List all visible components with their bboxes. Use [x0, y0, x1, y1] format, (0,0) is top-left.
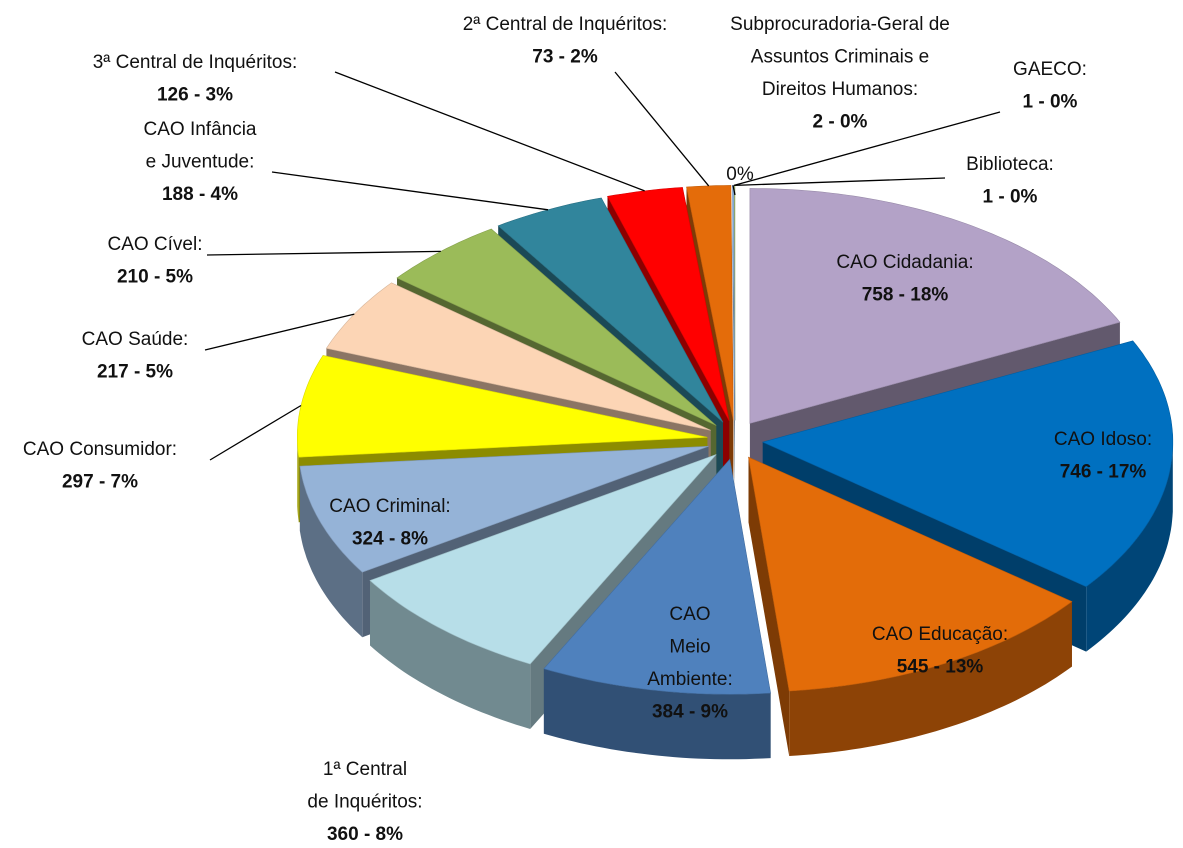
value-label: 188 - 4%	[162, 184, 238, 205]
value-label: 126 - 3%	[157, 85, 233, 106]
value-label: 360 - 8%	[327, 824, 403, 845]
slice-side	[543, 668, 771, 760]
slice-label: 1ª Central de Inquéritos:	[307, 759, 422, 813]
leader-line	[732, 185, 736, 196]
slice-label: Biblioteca:	[966, 154, 1054, 175]
leader-line	[733, 111, 1001, 187]
slice-label: CAO Educação:	[872, 624, 1008, 645]
slice-label: Subprocuradoria-Geral de Assuntos Crimina…	[730, 14, 950, 100]
slice-label: CAO Meio Ambiente:	[647, 604, 733, 690]
label-line: Direitos Humanos:	[762, 79, 918, 100]
slice	[761, 340, 1174, 587]
value-label: 746 - 17%	[1060, 462, 1147, 483]
value-label: 217 - 5%	[97, 362, 173, 383]
leader-line	[209, 404, 302, 461]
slice-label: CAO Cível:	[107, 234, 202, 255]
label-line: 2ª Central de Inquéritos:	[463, 14, 668, 35]
slice-side	[299, 466, 363, 638]
label-line: Ambiente:	[647, 669, 733, 690]
label-line: CAO Cidadania:	[836, 252, 973, 273]
value-label: 1 - 0%	[1023, 92, 1078, 113]
slice	[543, 458, 771, 695]
slice-label: CAO Consumidor:	[23, 439, 177, 460]
label-line: Assuntos Criminais e	[751, 47, 929, 68]
leader-line	[334, 71, 645, 192]
slice-cut-side	[748, 457, 790, 756]
label-line: Subprocuradoria-Geral de	[730, 14, 950, 35]
value-label: 2 - 0%	[813, 112, 868, 133]
leader-line	[614, 71, 710, 187]
label-line: CAO Criminal:	[329, 496, 450, 517]
slice-side	[297, 437, 299, 523]
label-line: CAO	[669, 604, 710, 625]
label-line: CAO Consumidor:	[23, 439, 177, 460]
slice	[748, 456, 1073, 692]
value-label: 73 - 2%	[532, 47, 598, 68]
value-label: 324 - 8%	[352, 529, 428, 550]
label-line: Biblioteca:	[966, 154, 1054, 175]
label-line: CAO Cível:	[107, 234, 202, 255]
slice-label: CAO Saúde:	[82, 329, 189, 350]
label-line: 3ª Central de Inquéritos:	[93, 52, 298, 73]
slice	[325, 282, 711, 431]
slice-label: CAO Infância e Juventude:	[144, 119, 257, 173]
slice	[369, 454, 717, 665]
leader-line	[271, 171, 549, 211]
slice-label: CAO Criminal:	[329, 496, 450, 517]
label-line: e Juventude:	[146, 152, 255, 173]
leader-line	[204, 313, 355, 351]
slice-label: 2ª Central de Inquéritos:	[463, 14, 668, 35]
slice-label: 3ª Central de Inquéritos:	[93, 52, 298, 73]
value-label: 297 - 7%	[62, 472, 138, 493]
slice-side	[370, 580, 531, 729]
value-label: 210 - 5%	[117, 267, 193, 288]
leader-line	[734, 177, 946, 187]
annotation: 0%	[726, 164, 754, 185]
slice-label: CAO Idoso:	[1054, 429, 1152, 450]
value-label: 545 - 13%	[897, 657, 984, 678]
label-line: CAO Educação:	[872, 624, 1008, 645]
leader-line	[206, 250, 441, 256]
label-line: CAO Infância	[144, 119, 257, 140]
label-line: CAO Saúde:	[82, 329, 189, 350]
label-line: 1ª Central	[323, 759, 407, 780]
slice	[749, 188, 1121, 424]
slice-side	[1086, 442, 1173, 652]
slice	[297, 355, 708, 458]
value-label: 1 - 0%	[983, 187, 1038, 208]
slice-label: GAECO:	[1013, 59, 1087, 80]
label-line: Meio	[669, 637, 710, 658]
slice-label: CAO Cidadania:	[836, 252, 973, 273]
value-label: 384 - 9%	[652, 702, 728, 723]
label-line: GAECO:	[1013, 59, 1087, 80]
label-line: de Inquéritos:	[307, 792, 422, 813]
slice-side	[789, 601, 1072, 756]
label-line: CAO Idoso:	[1054, 429, 1152, 450]
value-label: 758 - 18%	[862, 285, 949, 306]
slice	[299, 446, 709, 573]
